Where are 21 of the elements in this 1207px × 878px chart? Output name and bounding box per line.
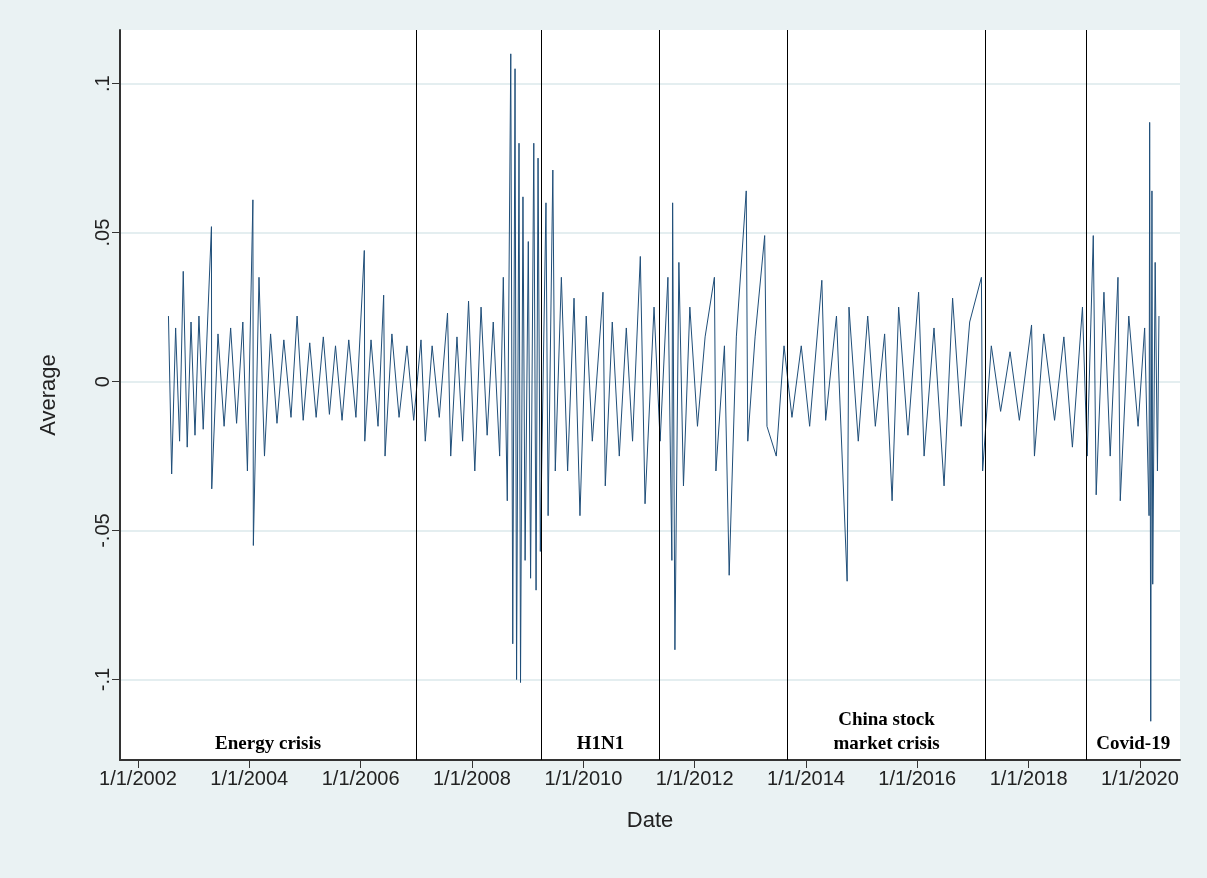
x-tick-label: 1/1/2002: [99, 767, 177, 789]
annotation: China stock market crisis: [833, 707, 940, 753]
x-tick-label: 1/1/2020: [1100, 767, 1179, 789]
y-tick-label: -.05: [91, 513, 113, 548]
y-tick-label: .1: [91, 75, 113, 92]
x-tick-label: 1/1/2012: [655, 767, 734, 789]
y-tick-label: .05: [91, 218, 113, 247]
x-tick-label: 1/1/2006: [321, 767, 400, 789]
x-axis-title: Date: [626, 806, 674, 832]
y-axis-title: Average: [34, 354, 60, 436]
annotation: H1N1: [576, 731, 625, 753]
x-tick-label: 1/1/2004: [210, 767, 289, 789]
annotation: Covid-19: [1096, 731, 1171, 753]
x-tick-label: 1/1/2014: [767, 767, 845, 789]
x-tick-label: 1/1/2018: [989, 767, 1068, 789]
x-tick-label: 1/1/2010: [544, 767, 623, 789]
x-tick-label: 1/1/2016: [878, 767, 957, 789]
annotation: Energy crisis: [215, 731, 322, 753]
y-tick-label: 0: [91, 376, 113, 388]
x-tick-label: 1/1/2008: [432, 767, 511, 789]
y-tick-label: -.1: [91, 667, 113, 692]
